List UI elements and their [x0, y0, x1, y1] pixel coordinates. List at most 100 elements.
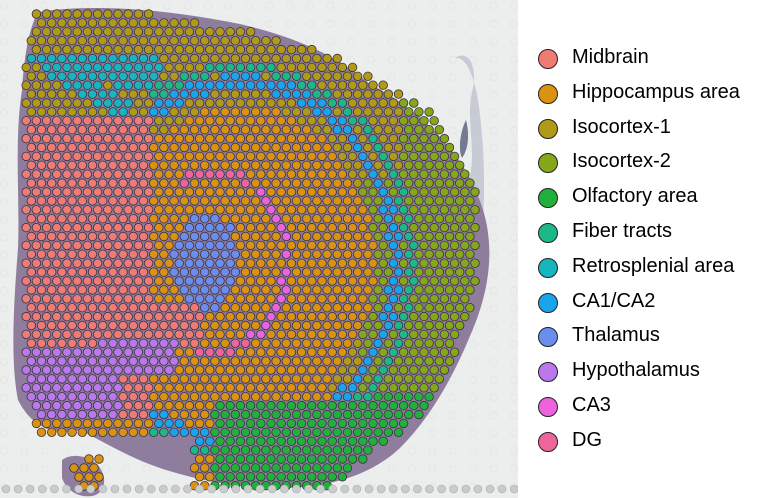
spot: [169, 303, 179, 313]
spot: [358, 329, 368, 340]
spot: [67, 374, 77, 384]
spot: [47, 124, 57, 135]
spot: [199, 71, 210, 82]
empty-spot: [0, 126, 8, 135]
spot: [470, 258, 480, 268]
spot: [174, 27, 184, 37]
spot: [128, 338, 139, 349]
spot: [199, 107, 210, 117]
spot: [291, 231, 302, 242]
spot: [205, 116, 215, 126]
spot: [113, 311, 123, 322]
spot: [373, 427, 383, 438]
spot: [118, 142, 128, 153]
spot: [342, 356, 353, 366]
fiducial-spot: [364, 484, 374, 494]
spot: [347, 240, 358, 251]
spot: [398, 222, 409, 233]
spot: [164, 418, 174, 429]
spot: [307, 383, 317, 393]
spot: [317, 311, 327, 322]
spot: [164, 187, 174, 197]
spot: [271, 356, 281, 366]
spot: [210, 303, 220, 313]
spot: [337, 187, 348, 197]
spot: [439, 311, 450, 322]
spot: [317, 98, 327, 108]
spot: [225, 329, 235, 340]
spot: [108, 124, 118, 135]
spot: [419, 151, 429, 162]
spot: [67, 36, 77, 46]
spot: [103, 80, 113, 90]
spot: [57, 285, 67, 295]
spot: [210, 409, 220, 420]
spot: [414, 356, 424, 366]
spot: [113, 222, 123, 233]
spot: [398, 294, 409, 304]
spot: [276, 383, 286, 393]
spot: [240, 392, 251, 402]
spot: [62, 9, 72, 19]
spot: [332, 356, 343, 366]
spot: [164, 294, 174, 304]
spot: [256, 116, 266, 126]
spot: [250, 356, 261, 366]
spot: [250, 267, 261, 277]
spot: [276, 151, 286, 162]
spot: [215, 418, 225, 429]
spot: [245, 205, 256, 215]
spot: [199, 142, 210, 153]
spot: [199, 53, 210, 64]
spot: [291, 71, 302, 82]
spot: [317, 347, 327, 357]
spot: [169, 374, 179, 384]
spot: [159, 356, 169, 366]
spot: [113, 276, 123, 286]
spot-layer: [21, 9, 480, 491]
empty-spot: [448, 55, 457, 64]
spot: [47, 320, 57, 331]
empty-spot: [489, 55, 498, 64]
spot: [169, 36, 179, 46]
spot: [261, 267, 271, 277]
spot: [266, 311, 276, 322]
spot: [276, 276, 286, 286]
spot: [57, 338, 67, 349]
empty-spot: [448, 73, 457, 81]
fiducial-spot: [171, 484, 180, 494]
spot: [108, 107, 118, 117]
spot: [97, 213, 108, 224]
spot: [215, 98, 225, 108]
fiducial-spot: [74, 484, 83, 494]
spot: [245, 116, 256, 126]
spot: [235, 151, 246, 162]
spot: [148, 142, 159, 153]
spot: [205, 187, 215, 197]
spot: [291, 249, 302, 260]
spot: [302, 427, 312, 438]
spot: [404, 160, 414, 171]
spot: [434, 213, 445, 224]
spot: [245, 311, 256, 322]
spot: [133, 98, 144, 108]
spot: [296, 311, 307, 322]
empty-spot: [0, 37, 8, 46]
spot: [31, 151, 42, 162]
spot: [256, 187, 266, 197]
spot: [245, 294, 256, 304]
spot: [358, 98, 368, 108]
spot: [143, 276, 154, 286]
spot: [184, 98, 195, 108]
spot: [281, 267, 292, 277]
spot: [261, 392, 271, 402]
spot: [363, 160, 373, 171]
spot: [184, 418, 195, 429]
spot: [128, 213, 139, 224]
empty-spot: [265, 2, 274, 10]
spot: [154, 240, 164, 251]
spot: [97, 36, 108, 46]
spot: [205, 472, 215, 482]
spot: [159, 285, 169, 295]
spot: [419, 400, 429, 411]
